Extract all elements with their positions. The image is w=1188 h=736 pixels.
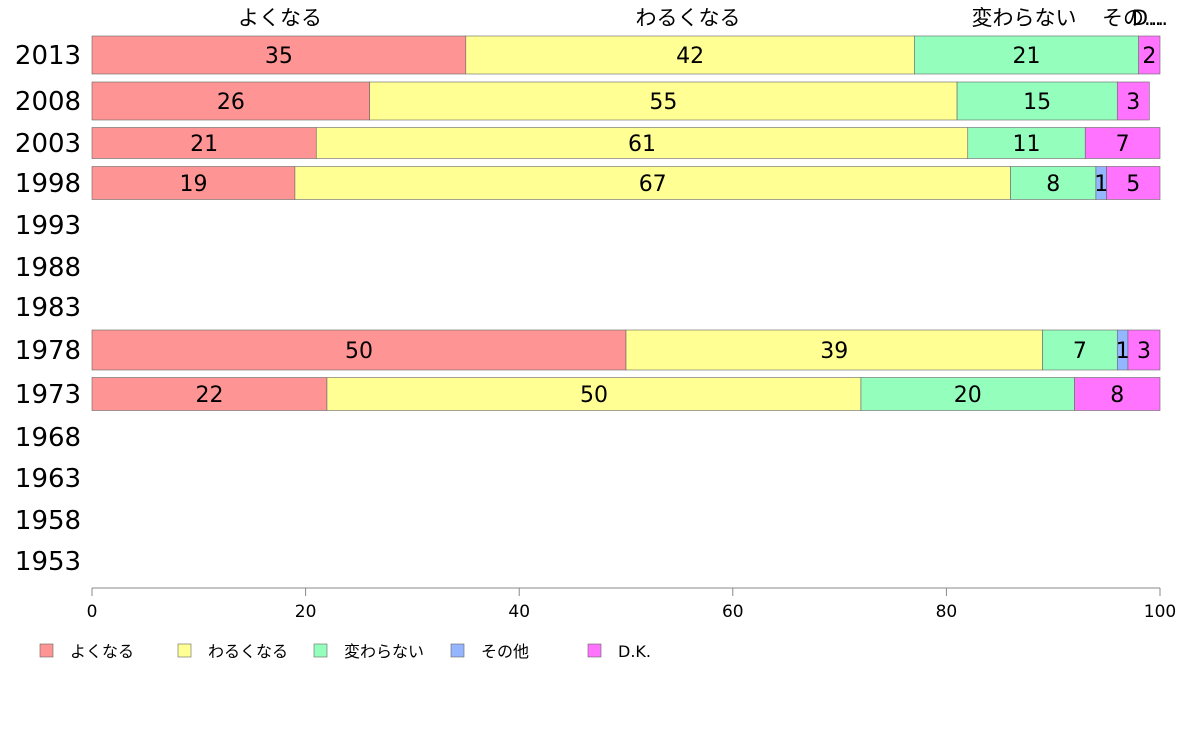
top-label: D... [1132, 6, 1168, 30]
legend-label: 変わらない [344, 642, 424, 661]
data-label: 2 [1142, 44, 1156, 69]
year-label: 1973 [15, 380, 81, 410]
bar-segment [294, 166, 1011, 200]
bar-segment [1084, 127, 1161, 159]
bar-segment [91, 81, 370, 121]
data-label: 42 [676, 44, 704, 69]
x-tick-label: 80 [936, 602, 958, 622]
top-label: よくなる [238, 6, 322, 30]
year-label: 1968 [15, 423, 81, 453]
bar-segment [956, 81, 1118, 121]
bar-segment [91, 329, 627, 371]
bar-segment [967, 127, 1086, 159]
bar-segment [860, 377, 1075, 411]
data-label: 7 [1073, 339, 1087, 364]
top-category-labels: よくなる わるくなる 変わらない その...D... [238, 6, 1168, 30]
year-label: 1993 [15, 211, 81, 241]
bar-segment [91, 127, 317, 159]
data-label: 61 [628, 132, 656, 157]
data-label: 15 [1023, 90, 1051, 115]
data-label: 22 [195, 383, 223, 408]
x-axis: 0 20 40 60 80 100 [87, 587, 1176, 622]
year-label: 2013 [15, 41, 81, 71]
data-label: 20 [954, 383, 982, 408]
year-label: 1958 [15, 506, 81, 536]
data-label: 1 [1094, 172, 1108, 197]
bar-segment [1127, 329, 1161, 371]
bar-segment [1106, 166, 1161, 200]
data-label: 11 [1013, 132, 1041, 157]
year-label: 1988 [15, 253, 81, 283]
data-label: 1 [1116, 339, 1130, 364]
bar-segment [326, 377, 862, 411]
year-label: 2008 [15, 87, 81, 117]
bar-segment [1010, 166, 1097, 200]
top-label: 変わらない [972, 6, 1077, 30]
x-tick-label: 40 [508, 602, 530, 622]
bar-segment [1074, 377, 1161, 411]
bar-segment [91, 377, 328, 411]
data-label: 50 [580, 383, 608, 408]
bar-segment [914, 35, 1139, 75]
legend: よくなる わるくなる 変わらない その他 D.K. [39, 642, 651, 661]
data-label: 7 [1116, 132, 1130, 157]
data-label: 35 [265, 44, 293, 69]
bar-segment [1138, 35, 1161, 75]
data-label: 8 [1110, 383, 1124, 408]
data-label: 55 [649, 90, 677, 115]
bar-segment [91, 35, 467, 75]
bar-segment [465, 35, 915, 75]
legend-label: わるくなる [208, 642, 288, 661]
legend-swatch [450, 643, 465, 658]
bar-segment [1116, 81, 1150, 121]
year-label: 1998 [15, 169, 81, 199]
legend-swatch [587, 643, 602, 658]
year-label: 1953 [15, 547, 81, 577]
x-tick-label: 20 [295, 602, 317, 622]
data-label: 26 [217, 90, 245, 115]
data-label: 21 [1013, 44, 1041, 69]
data-label: 50 [345, 339, 373, 364]
legend-swatch [313, 643, 328, 658]
bar-segment [1042, 329, 1118, 371]
legend-label: その他 [481, 642, 529, 661]
data-label: 5 [1126, 172, 1140, 197]
bar-segment [369, 81, 958, 121]
legend-swatch [177, 643, 192, 658]
legend-label: よくなる [70, 642, 134, 661]
legend-label: D.K. [618, 642, 651, 661]
year-label: 1978 [15, 336, 81, 366]
year-label: 1963 [15, 464, 81, 494]
bar-segment [625, 329, 1043, 371]
data-label: 67 [639, 172, 667, 197]
bar-segment [315, 127, 969, 159]
top-label: その... [1102, 6, 1164, 30]
year-axis-labels: 2013 2008 2003 1998 1993 1988 1983 1978 1973 1968… [15, 41, 81, 577]
legend-swatch [39, 643, 54, 658]
x-tick-label: 100 [1144, 602, 1176, 622]
data-label: 8 [1046, 172, 1060, 197]
bar-area: 35 42 21 226 55 15 321 61 11 719 67 8 1 550 39 7 1 322 50 2… [91, 35, 1161, 411]
data-label: 39 [820, 339, 848, 364]
data-label: 3 [1126, 90, 1140, 115]
data-label: 3 [1137, 339, 1151, 364]
year-label: 1983 [15, 293, 81, 323]
year-label: 2003 [15, 129, 81, 159]
x-tick-label: 0 [87, 602, 98, 622]
bar-segment [91, 166, 296, 200]
data-label: 19 [179, 172, 207, 197]
x-tick-label: 60 [722, 602, 744, 622]
data-label: 21 [190, 132, 218, 157]
top-label: わるくなる [636, 6, 741, 30]
